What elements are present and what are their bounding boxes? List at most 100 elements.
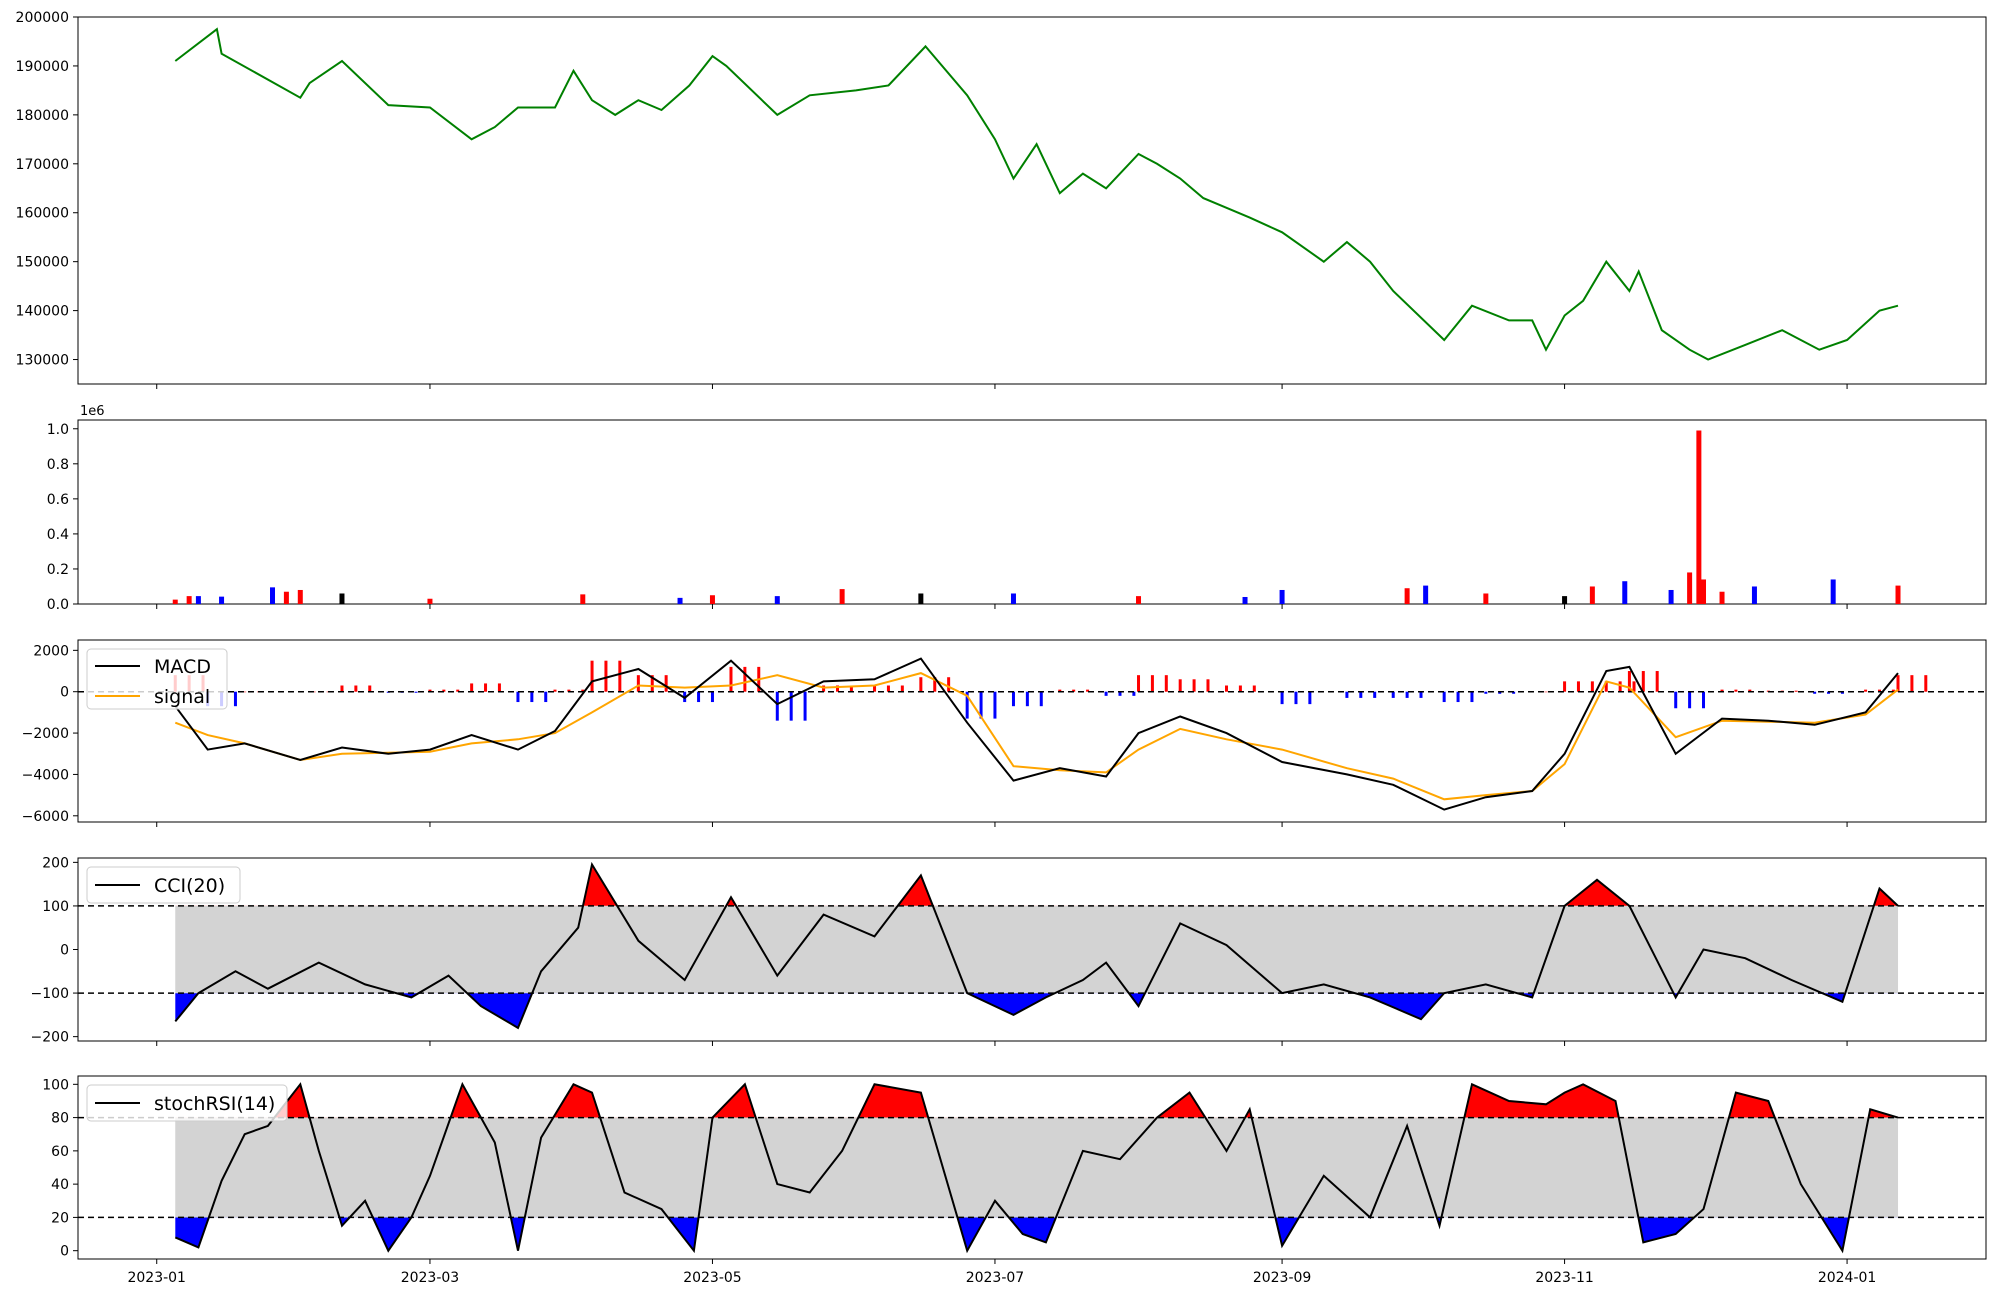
date-x-axis: 2023-01 2023-03 2023-05 2023-07 2023-09 2023-…	[127, 384, 1876, 1286]
price-ytick-label: 180000	[16, 108, 69, 124]
price-ytick-label: 140000	[16, 304, 69, 320]
macd-histogram-bar	[553, 689, 557, 692]
cci-ytick-label: −100	[31, 986, 69, 1002]
macd-histogram-bar	[1025, 691, 1029, 707]
macd-histogram-bar	[1178, 679, 1182, 692]
stochrsi-ytick-label: 100	[42, 1077, 69, 1093]
macd-ytick-label: −2000	[22, 726, 69, 742]
volume-bar	[580, 594, 586, 604]
volume-bar	[1010, 593, 1016, 604]
date-xtick-label: 2023-09	[1253, 1270, 1312, 1286]
volume-panel: 1e6 0.0 0.2 0.4 0.6 0.8 1.0	[47, 404, 1987, 613]
macd-histogram-bar	[1840, 691, 1844, 694]
macd-histogram-bar	[1137, 675, 1141, 692]
macd-histogram-bar	[1391, 691, 1395, 698]
date-xtick-label: 2024-01	[1818, 1270, 1877, 1286]
macd-ytick-label: −6000	[22, 809, 69, 825]
macd-histogram-bar	[581, 689, 585, 692]
macd-histogram-bar	[1498, 691, 1502, 694]
volume-bar	[1668, 589, 1674, 604]
price-ytick-label: 170000	[16, 157, 69, 173]
volume-bar	[219, 596, 225, 604]
volume-bar	[1719, 591, 1725, 604]
cci-ytick-label: 100	[42, 899, 69, 915]
volume-ytick-label: 0.8	[47, 457, 69, 473]
price-y-axis: 130000 140000 150000 160000 170000 180000 1900…	[16, 10, 78, 369]
macd-histogram-bar	[1632, 681, 1636, 692]
volume-bar	[195, 596, 201, 604]
volume-bar	[186, 596, 192, 604]
stochrsi-y-axis: 0 20 40 60 80 100	[42, 1077, 78, 1260]
volume-bar	[1483, 593, 1489, 604]
macd-histogram-bar	[979, 691, 983, 719]
macd-legend-box	[86, 648, 228, 710]
macd-legend-label: MACD	[154, 656, 211, 678]
macd-histogram-bar	[1252, 685, 1256, 692]
price-axes-frame	[77, 16, 1987, 385]
macd-histogram-bar	[1150, 675, 1154, 692]
macd-histogram-bar	[1164, 675, 1168, 692]
macd-histogram-bar	[1484, 691, 1488, 694]
macd-histogram-bar	[886, 685, 890, 692]
macd-histogram-bar	[1011, 691, 1015, 707]
stochrsi-ytick-label: 40	[51, 1177, 69, 1193]
macd-histogram-bar	[312, 691, 316, 693]
macd-histogram-bar	[1206, 679, 1210, 692]
macd-histogram-bar	[456, 689, 460, 692]
macd-histogram-bar	[1280, 691, 1284, 705]
volume-bar	[270, 587, 276, 604]
macd-histogram-bar	[710, 691, 714, 703]
cci-legend-label: CCI(20)	[154, 875, 225, 897]
macd-histogram-bar	[1641, 671, 1645, 692]
macd-histogram-bar	[900, 685, 904, 692]
volume-bar	[283, 591, 289, 604]
macd-histogram-bar	[789, 691, 793, 721]
macd-histogram-bar	[414, 691, 418, 693]
macd-histogram-bar	[775, 691, 779, 721]
macd-histogram-bar	[1072, 689, 1076, 692]
volume-bar	[1830, 579, 1836, 604]
macd-histogram-bar	[636, 675, 640, 692]
macd-histogram-bar	[1910, 675, 1914, 692]
volume-ytick-label: 0.2	[47, 562, 69, 578]
macd-histogram-bar	[849, 685, 853, 692]
macd-histogram-bar	[1576, 681, 1580, 692]
macd-histogram-bar	[233, 691, 237, 707]
cci-line	[174, 861, 1899, 1030]
macd-histogram-bar	[1192, 679, 1196, 692]
volume-bar	[1895, 585, 1901, 604]
stochrsi-line	[174, 1081, 1899, 1254]
macd-histogram-bar	[1086, 689, 1090, 692]
volume-bar	[918, 593, 924, 604]
macd-histogram-bar	[340, 685, 344, 692]
macd-histogram-bar	[1442, 691, 1446, 703]
macd-histogram-bar	[368, 685, 372, 692]
macd-histogram-bar	[965, 691, 969, 719]
volume-offset-label: 1e6	[80, 404, 105, 419]
macd-histogram-bar	[497, 683, 501, 692]
macd-histogram-bar	[470, 683, 474, 692]
volume-bar	[297, 589, 303, 604]
macd-histogram-bar	[1702, 691, 1706, 709]
stochrsi-neutral-band	[175, 1117, 1899, 1218]
volume-bar	[1423, 585, 1429, 604]
macd-histogram-bar	[604, 660, 608, 692]
macd-histogram-bar	[484, 683, 488, 692]
macd-histogram-bar	[1604, 681, 1608, 692]
volume-bar	[1687, 572, 1693, 604]
macd-histogram-bar	[530, 691, 534, 703]
volume-bar	[1242, 596, 1248, 604]
macd-histogram-bar	[544, 691, 548, 703]
date-xtick-label: 2023-01	[127, 1270, 186, 1286]
macd-histogram-bar	[729, 666, 733, 692]
stochrsi-legend-box	[86, 1084, 288, 1122]
macd-histogram-bar	[1655, 671, 1659, 692]
volume-y-axis: 0.0 0.2 0.4 0.6 0.8 1.0	[47, 422, 78, 613]
cci-ytick-label: −200	[31, 1030, 69, 1046]
price-line	[174, 27, 1899, 361]
macd-histogram-bar	[1132, 691, 1136, 696]
date-xtick-label: 2023-11	[1535, 1270, 1594, 1286]
macd-histogram-bar	[1688, 691, 1692, 709]
volume-bar	[677, 597, 683, 604]
volume-bar	[1279, 589, 1285, 604]
